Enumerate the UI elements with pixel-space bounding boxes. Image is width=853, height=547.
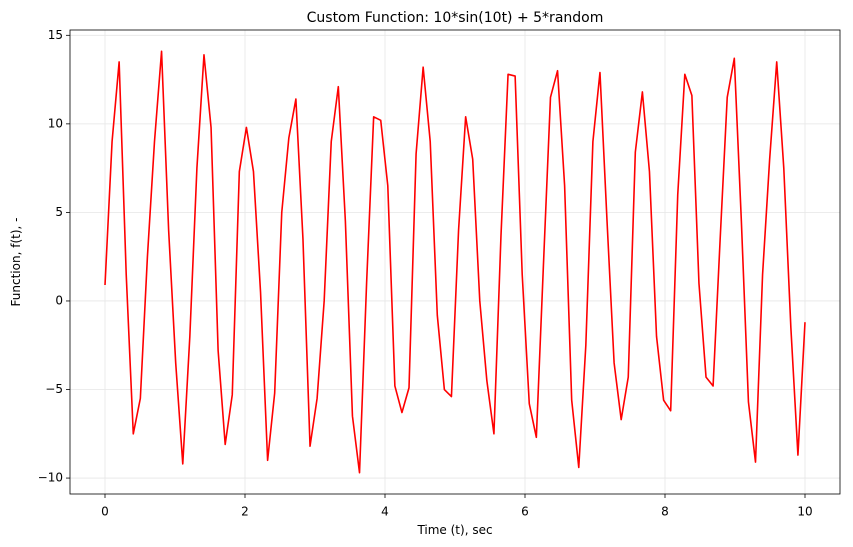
y-tick-label: 0 [55,293,63,307]
y-tick-label: 15 [48,28,63,42]
y-tick-label: −5 [45,382,63,396]
y-tick-label: 5 [55,205,63,219]
y-tick-label: −10 [38,471,63,485]
y-tick-label: 10 [48,116,63,130]
plot-frame [69,29,841,495]
line-series [104,50,806,474]
x-tick-label: 2 [241,505,249,519]
x-tick-label: 10 [797,505,812,519]
chart-title: Custom Function: 10*sin(10t) + 5*random [307,10,604,26]
x-tick-label: 8 [661,505,669,519]
x-axis-label: Time (t), sec [416,523,492,537]
y-axis-label: Function, f(t), - [9,218,23,307]
x-tick-label: 6 [521,505,529,519]
x-tick-label: 0 [101,505,109,519]
x-tick-label: 4 [381,505,389,519]
